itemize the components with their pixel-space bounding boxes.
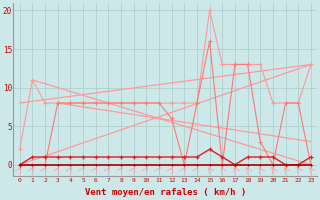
X-axis label: Vent moyen/en rafales ( km/h ): Vent moyen/en rafales ( km/h ): [85, 188, 246, 197]
